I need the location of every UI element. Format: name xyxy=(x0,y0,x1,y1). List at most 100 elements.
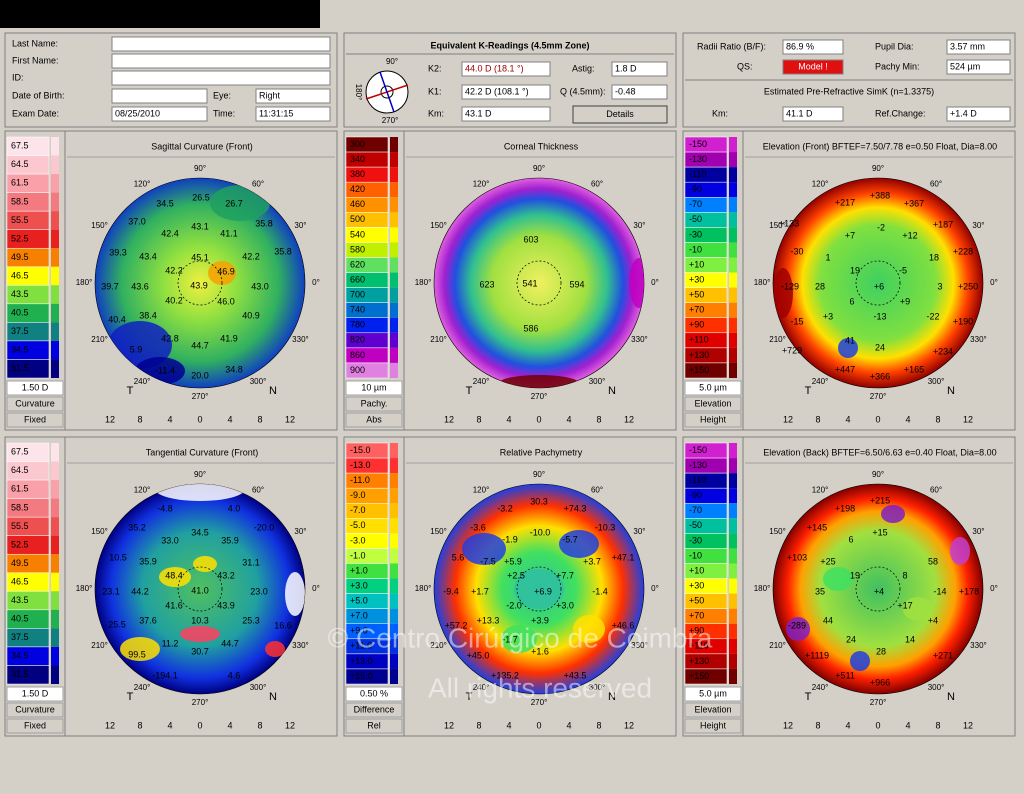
map-value: 44.2 xyxy=(131,586,149,596)
map-value: +198 xyxy=(835,503,855,513)
map-value: +366 xyxy=(870,371,890,381)
map-value: +43.5 xyxy=(564,670,587,680)
x-tick-label: 8 xyxy=(257,414,262,424)
scale-footer: Difference xyxy=(354,704,395,714)
scale-label: 37.5 xyxy=(11,326,29,336)
scale-strip xyxy=(51,480,59,499)
angle-label: 330° xyxy=(970,641,987,650)
scale-strip xyxy=(51,591,59,610)
angle-label: 180° xyxy=(415,278,432,287)
map-value: +250 xyxy=(958,281,978,291)
map-title: Elevation (Front) BFTEF=7.50/7.78 e=0.50… xyxy=(763,141,997,151)
map-title: Sagittal Curvature (Front) xyxy=(151,141,253,151)
label: Km: xyxy=(712,108,728,118)
map-value: -5 xyxy=(899,265,907,275)
scale-strip xyxy=(729,563,737,579)
map-value: 44.7 xyxy=(221,638,239,648)
map-region xyxy=(850,651,870,671)
map-value: +133 xyxy=(779,218,799,228)
scale-footer: Curvature xyxy=(15,704,55,714)
k1-box xyxy=(461,84,551,100)
scale-label: +30 xyxy=(689,274,704,284)
angle-label: 330° xyxy=(970,335,987,344)
x-tick-label: 4 xyxy=(227,720,232,730)
scale-label: 58.5 xyxy=(11,502,29,512)
x-tick-label: 8 xyxy=(596,414,601,424)
scale-strip xyxy=(390,503,398,519)
scale-strip xyxy=(729,257,737,273)
time-box xyxy=(255,106,331,122)
map-disc xyxy=(433,177,645,389)
angle-label: 150° xyxy=(769,221,786,230)
scale-footer-box xyxy=(345,412,403,428)
scale-strip xyxy=(390,197,398,213)
scale-strip xyxy=(390,152,398,168)
scale-cell xyxy=(684,362,728,379)
scale-label: +110 xyxy=(689,335,709,345)
label: Date of Birth: xyxy=(12,90,65,100)
angle-label: 0° xyxy=(990,584,998,593)
scale-label: 780 xyxy=(350,320,365,330)
scale-label: -7.0 xyxy=(350,505,366,515)
k1: 42.2 D (108.1 °) xyxy=(465,86,529,96)
map-value: 20.0 xyxy=(191,370,209,380)
scale-footer-box xyxy=(345,702,403,718)
scale-label: 740 xyxy=(350,305,365,315)
scale-label: +130 xyxy=(689,656,709,666)
map-value: 541 xyxy=(522,278,537,288)
label: Km: xyxy=(428,108,444,118)
map-value: +215 xyxy=(870,495,890,505)
angle-label: 300° xyxy=(250,683,267,692)
scale-strip xyxy=(51,517,59,536)
scale-strip xyxy=(729,608,737,624)
angle-label: 210° xyxy=(91,641,108,650)
pupil-outline xyxy=(177,260,223,306)
scale-strip xyxy=(51,266,59,286)
details-button[interactable] xyxy=(572,105,668,124)
scale-label: 58.5 xyxy=(11,196,29,206)
map-value: 99.5 xyxy=(128,649,146,659)
map-value: 43.0 xyxy=(251,281,269,291)
scale-strip xyxy=(51,554,59,573)
section-title: Estimated Pre-Refractive SimK (n=1.3375) xyxy=(764,86,934,96)
compass-label: 180° xyxy=(354,84,363,101)
scale-label: 31.5 xyxy=(11,363,29,373)
km-box xyxy=(461,106,551,122)
scale-strip xyxy=(390,332,398,348)
scale-strip xyxy=(729,167,737,183)
x-tick-label: 4 xyxy=(167,720,172,730)
map-value: +217 xyxy=(835,197,855,207)
scale-strip xyxy=(729,182,737,198)
scale-strip xyxy=(390,563,398,579)
scale-label: 380 xyxy=(350,169,365,179)
map-value: +9 xyxy=(900,296,910,306)
map-value: 43.6 xyxy=(131,281,149,291)
scale-label: -10 xyxy=(689,550,702,560)
first-name-box xyxy=(111,53,331,69)
angle-label: 210° xyxy=(769,641,786,650)
map-region xyxy=(180,626,220,642)
scale-label: 860 xyxy=(350,350,365,360)
label: Q (4.5mm): xyxy=(560,86,606,96)
scale-strip xyxy=(729,458,737,474)
scale-label: -5.0 xyxy=(350,520,366,530)
x-tick-label: 0 xyxy=(875,720,880,730)
scale-label: 64.5 xyxy=(11,159,29,169)
map-value: 28 xyxy=(815,281,825,291)
map-value: 35.2 xyxy=(128,522,146,532)
map-region xyxy=(629,258,644,308)
map-value: +17 xyxy=(897,600,912,610)
map-value: 41.6 xyxy=(165,600,183,610)
angle-label: 90° xyxy=(194,470,206,479)
scale-label: 64.5 xyxy=(11,465,29,475)
scale-label: -15.0 xyxy=(350,445,371,455)
scale-label: 40.5 xyxy=(11,307,29,317)
map-value: 11.2 xyxy=(162,638,179,648)
map-value: 38.4 xyxy=(139,310,157,320)
x-tick-label: 8 xyxy=(137,720,142,730)
side-label: N xyxy=(608,691,616,703)
label: K2: xyxy=(428,63,442,73)
map-value: -9.4 xyxy=(443,586,459,596)
label: Time: xyxy=(213,108,235,118)
map-value: -14 xyxy=(933,586,946,596)
